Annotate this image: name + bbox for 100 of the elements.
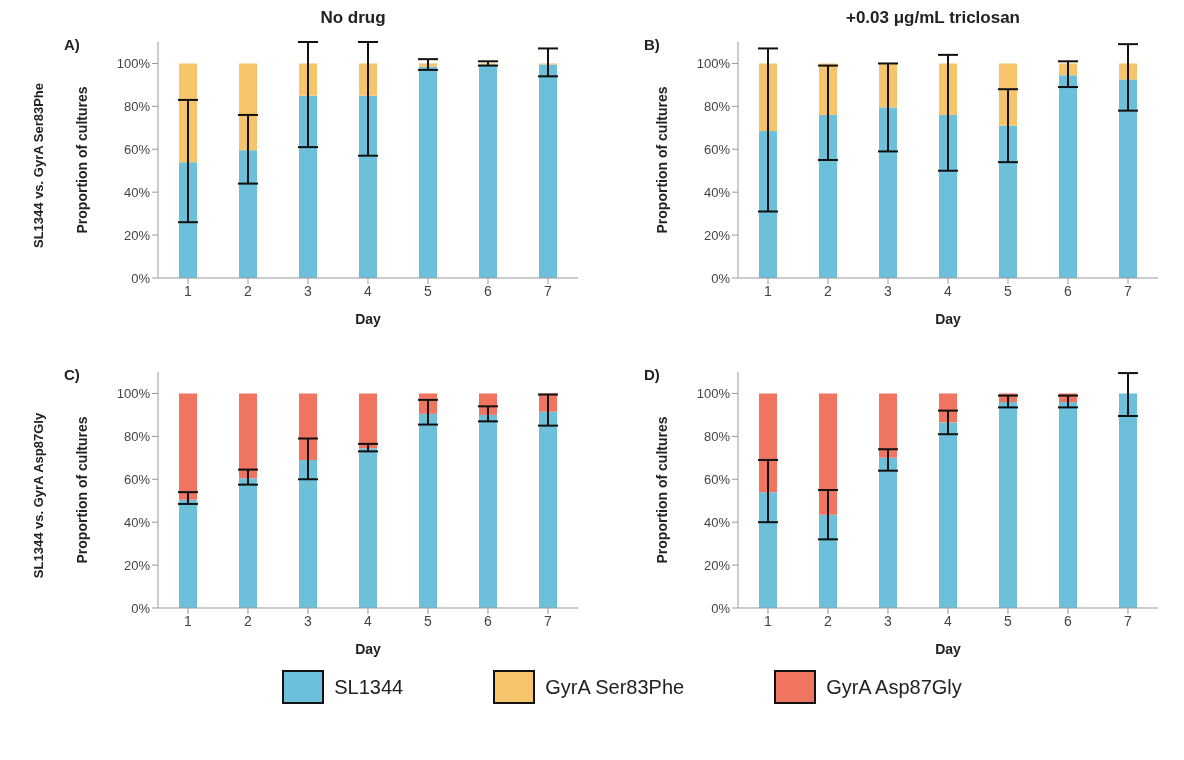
x-tick-label: 2 (824, 612, 833, 629)
y-tick-label: 100% (116, 56, 151, 72)
text: D) (644, 366, 660, 383)
y-tick-label: 100% (696, 56, 731, 72)
y-tick-label: 40% (123, 514, 151, 530)
x-tick-label: 6 (1064, 612, 1073, 629)
bar (239, 478, 257, 608)
x-tick-label: 4 (944, 612, 953, 629)
y-tick-label: 100% (116, 386, 151, 402)
bar (299, 393, 317, 460)
y-tick-label: 0% (711, 600, 731, 616)
y-tick-label: 0% (711, 270, 731, 286)
bar (999, 63, 1017, 126)
x-tick-label: 7 (1124, 612, 1133, 629)
text: A) (64, 36, 80, 53)
bar (1059, 75, 1077, 278)
x-tick-label: 6 (484, 612, 493, 629)
y-tick-label: 60% (703, 141, 731, 157)
x-tick-label: 5 (1004, 612, 1013, 629)
y-tick-label: 80% (703, 98, 731, 114)
x-tick-label: 2 (244, 282, 253, 299)
text: C) (64, 366, 80, 383)
y-tick-label: 60% (123, 471, 151, 487)
x-axis-title: Day (935, 641, 962, 657)
bar (879, 457, 897, 608)
x-tick-label: 1 (184, 282, 193, 299)
bar (419, 413, 437, 608)
bar (359, 393, 377, 449)
text: B) (644, 36, 660, 53)
y-tick-label: 100% (696, 386, 731, 402)
bar (1119, 79, 1137, 278)
bar (359, 448, 377, 608)
y-tick-label: 40% (703, 514, 731, 530)
bar (239, 63, 257, 151)
y-tick-label: 20% (123, 557, 151, 573)
x-axis-title: Day (355, 641, 382, 657)
x-tick-label: 6 (1064, 282, 1073, 299)
y-tick-label: 40% (703, 184, 731, 200)
y-axis-title: Proportion of cultures (73, 86, 90, 234)
bar (539, 411, 557, 608)
y-tick-label: 20% (703, 227, 731, 243)
text: SL1344 vs. GyrA Asp87Gly (30, 411, 46, 581)
bar (299, 459, 317, 608)
y-tick-label: 20% (123, 227, 151, 243)
x-axis-title: Day (935, 311, 962, 327)
y-tick-label: 0% (131, 270, 151, 286)
x-tick-label: 4 (364, 612, 373, 629)
x-tick-label: 1 (184, 612, 193, 629)
x-tick-label: 5 (424, 282, 433, 299)
y-tick-label: 60% (703, 471, 731, 487)
bar (179, 499, 197, 608)
bar (359, 95, 377, 278)
x-axis-title: Day (355, 311, 382, 327)
x-tick-label: 6 (484, 282, 493, 299)
y-axis-title: Proportion of cultures (653, 416, 670, 564)
bar (759, 492, 777, 608)
bar (819, 393, 837, 515)
bar (179, 393, 197, 500)
x-tick-label: 1 (764, 612, 773, 629)
legend-label: GyrA Ser83Phe (545, 675, 685, 699)
bar (179, 162, 197, 278)
text: SL1344 vs. GyrA Ser83Phe (30, 82, 46, 250)
bar (239, 393, 257, 479)
x-tick-label: 2 (244, 612, 253, 629)
bar (299, 95, 317, 278)
y-tick-label: 80% (123, 428, 151, 444)
bar (179, 63, 197, 163)
x-tick-label: 3 (884, 612, 893, 629)
y-tick-label: 0% (131, 600, 151, 616)
x-tick-label: 7 (544, 282, 553, 299)
legend-label: GyrA Asp87Gly (826, 675, 962, 699)
x-tick-label: 3 (304, 612, 313, 629)
y-tick-label: 80% (703, 428, 731, 444)
bar (419, 66, 437, 278)
bar (1059, 402, 1077, 608)
bar (239, 150, 257, 278)
bar (819, 514, 837, 608)
bar (539, 64, 557, 278)
x-tick-label: 4 (364, 282, 373, 299)
x-tick-label: 5 (1004, 282, 1013, 299)
bar (479, 64, 497, 278)
bar (999, 125, 1017, 278)
x-tick-label: 2 (824, 282, 833, 299)
bar (939, 114, 957, 278)
chart-title: +0.03 μg/mL triclosan (845, 8, 1021, 28)
bar (879, 107, 897, 278)
x-tick-label: 7 (1124, 282, 1133, 299)
y-tick-label: 60% (123, 141, 151, 157)
y-axis-title: Proportion of cultures (73, 416, 90, 564)
bar (999, 402, 1017, 608)
bar (759, 131, 777, 278)
x-tick-label: 5 (424, 612, 433, 629)
bar (819, 114, 837, 278)
bar (879, 393, 897, 458)
bar (759, 393, 777, 493)
x-tick-label: 4 (944, 282, 953, 299)
y-tick-label: 20% (703, 557, 731, 573)
x-tick-label: 7 (544, 612, 553, 629)
bar (1119, 393, 1137, 608)
bar (939, 422, 957, 608)
